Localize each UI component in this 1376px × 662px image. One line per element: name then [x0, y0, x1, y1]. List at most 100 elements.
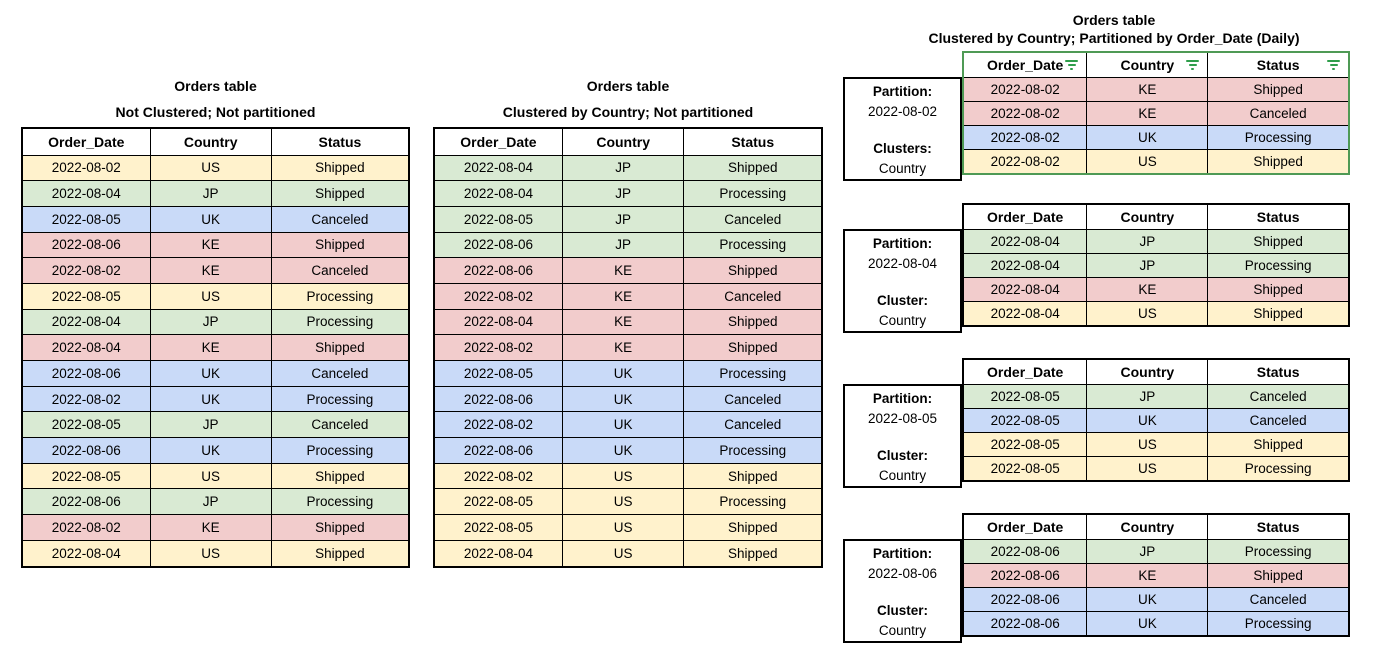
table-cell: 2022-08-05 — [964, 407, 1088, 433]
table-cell: 2022-08-06 — [964, 538, 1088, 564]
table-row: 2022-08-02 KE Canceled — [435, 282, 821, 310]
table-cell: 2022-08-05 — [23, 411, 151, 439]
table-row: 2022-08-05 US Processing — [964, 455, 1348, 480]
table-cell: Shipped — [683, 539, 821, 566]
table-subtitle: Clustered by Country; Partitioned by Ord… — [928, 30, 1300, 46]
partition-label-box: Partition: 2022-08-05 Cluster: Country — [843, 384, 962, 488]
table-cell: Processing — [270, 385, 408, 413]
partition-label-box: Partition: 2022-08-02 Clusters: Country — [843, 77, 962, 181]
table-row: 2022-08-04 JP Shipped — [435, 154, 821, 182]
table-cell: Processing — [270, 488, 408, 516]
table-cell: KE — [561, 308, 685, 336]
table-cell: Processing — [1207, 455, 1348, 480]
table-cell: 2022-08-06 — [435, 385, 563, 413]
table-row: 2022-08-02 UK Canceled — [435, 411, 821, 439]
table-cell: 2022-08-02 — [964, 100, 1088, 126]
column-header-country: Country — [149, 129, 272, 156]
table-cell: 2022-08-05 — [435, 514, 563, 541]
cluster-label: Cluster: — [876, 293, 928, 308]
table-cell: 2022-08-04 — [964, 228, 1088, 254]
table-cell: KE — [149, 231, 272, 259]
column-header-status: Status — [1207, 515, 1348, 540]
table-row: 2022-08-02 UK Processing — [23, 385, 408, 413]
table-cell: 2022-08-02 — [964, 76, 1088, 102]
table-row: 2022-08-06 UK Processing — [435, 437, 821, 464]
table-row: 2022-08-02 KE Shipped — [23, 514, 408, 541]
partition-label: Partition: — [872, 391, 933, 406]
table-cell: US — [1086, 148, 1209, 173]
table-cell: JP — [149, 308, 272, 336]
table-cell: 2022-08-06 — [964, 610, 1088, 635]
table-subtitle: Clustered by Country; Not partitioned — [502, 104, 754, 120]
table-title: Orders table — [586, 78, 670, 94]
table-cell: Shipped — [683, 462, 821, 490]
table-cell: Shipped — [270, 231, 408, 259]
table-cell: 2022-08-06 — [435, 437, 563, 464]
cluster-value: Country — [878, 313, 927, 328]
table-cell: 2022-08-05 — [964, 455, 1088, 480]
table-cell: Canceled — [270, 257, 408, 284]
table-cell: Shipped — [1207, 148, 1348, 173]
table-cell: 2022-08-06 — [964, 562, 1088, 588]
table-row: 2022-08-05 JP Canceled — [435, 205, 821, 233]
column-header-order-date: Order_Date — [23, 129, 151, 156]
partition-table-2022-08-05: Partition: 2022-08-05 Cluster: Country O… — [843, 358, 1350, 488]
table-cell: Canceled — [270, 205, 408, 233]
table-cell: 2022-08-02 — [23, 385, 151, 413]
column-header-order-date: Order_Date — [964, 515, 1088, 540]
table-cell: US — [561, 462, 685, 490]
table-cell: 2022-08-04 — [964, 252, 1088, 278]
table-row: 2022-08-02 US Shipped — [964, 148, 1348, 173]
table-cell: 2022-08-04 — [23, 539, 151, 566]
table-cell: JP — [1086, 383, 1209, 409]
table-cell: 2022-08-06 — [435, 257, 563, 284]
cluster-label: Clusters: — [873, 141, 932, 156]
table-cell: UK — [561, 385, 685, 413]
column-header-status: Status — [270, 129, 408, 156]
table-cell: JP — [1086, 538, 1209, 564]
table-cell: UK — [561, 360, 685, 387]
table-row: 2022-08-02 KE Canceled — [964, 100, 1348, 126]
header-row: Order_Date Country Status — [23, 129, 408, 156]
table-cell: Processing — [683, 360, 821, 387]
table-cell: KE — [149, 334, 272, 361]
table-cell: JP — [1086, 228, 1209, 254]
cluster-label: Cluster: — [876, 603, 928, 618]
table-row: 2022-08-04 JP Processing — [435, 180, 821, 207]
table-cell: JP — [561, 154, 685, 182]
table-cell: 2022-08-05 — [23, 462, 151, 490]
table-cell: 2022-08-04 — [964, 276, 1088, 302]
table-cell: Shipped — [683, 154, 821, 182]
table-cell: 2022-08-04 — [435, 180, 563, 207]
header-row: Order_Date Country Status — [435, 129, 821, 156]
table-cell: 2022-08-04 — [435, 539, 563, 566]
table-cell: UK — [1086, 610, 1209, 635]
table-cell: US — [561, 514, 685, 541]
table-cell: Canceled — [683, 282, 821, 310]
orders-table-not-clustered: Orders table Not Clustered; Not partitio… — [21, 78, 410, 568]
table-cell: 2022-08-05 — [435, 488, 563, 516]
orders-table-clustered: Orders table Clustered by Country; Not p… — [433, 78, 823, 568]
table-row: 2022-08-04 JP Shipped — [23, 180, 408, 207]
table-cell: Shipped — [683, 514, 821, 541]
table-cell: 2022-08-05 — [23, 282, 151, 310]
table-cell: Canceled — [1207, 586, 1348, 612]
partition-label-box: Partition: 2022-08-06 Cluster: Country — [843, 539, 962, 643]
column-header-order-date: Order_Date — [435, 129, 563, 156]
table-row: 2022-08-06 KE Shipped — [23, 231, 408, 259]
table-cell: Shipped — [1207, 276, 1348, 302]
table-cell: Processing — [1207, 252, 1348, 278]
table-cell: Processing — [1207, 538, 1348, 564]
table-cell: JP — [1086, 252, 1209, 278]
table-cell: Shipped — [1207, 431, 1348, 457]
table-cell: 2022-08-06 — [23, 360, 151, 387]
table-cell: 2022-08-04 — [964, 300, 1088, 325]
table-cell: Processing — [270, 437, 408, 464]
table-cell: KE — [1086, 562, 1209, 588]
table-cell: 2022-08-02 — [435, 462, 563, 490]
table-row: 2022-08-02 KE Shipped — [964, 76, 1348, 102]
table-cell: UK — [561, 411, 685, 439]
header-row: Order_Date Country Status — [964, 360, 1348, 385]
table-cell: 2022-08-06 — [23, 488, 151, 516]
filter-icon — [1186, 59, 1200, 70]
